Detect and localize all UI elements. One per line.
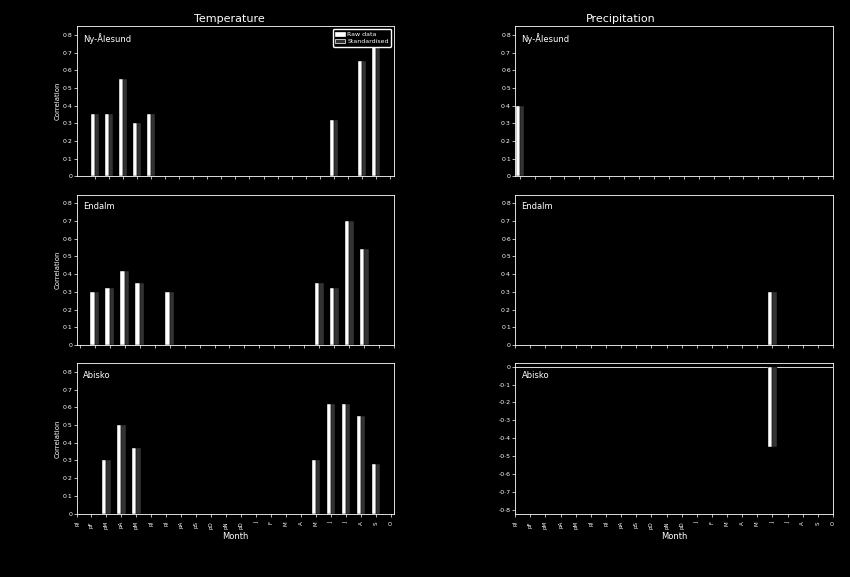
Y-axis label: Correlation: Correlation	[55, 250, 61, 289]
Bar	[151, 114, 155, 177]
Text: Precipitation: Precipitation	[586, 14, 655, 24]
Bar	[109, 114, 113, 177]
Bar	[349, 221, 354, 345]
Text: Temperature: Temperature	[194, 14, 265, 24]
Bar	[102, 460, 106, 514]
Bar	[312, 460, 316, 514]
Bar	[357, 416, 361, 514]
Bar	[334, 288, 338, 345]
Bar	[106, 460, 110, 514]
Bar	[147, 114, 151, 177]
Bar	[361, 416, 366, 514]
Text: Endalm: Endalm	[82, 202, 115, 211]
Bar	[365, 249, 369, 345]
Bar	[372, 42, 376, 177]
Legend: Raw data, Standardised: Raw data, Standardised	[333, 29, 391, 47]
Bar	[166, 292, 169, 345]
Text: Ny-Ålesund: Ny-Ålesund	[82, 33, 131, 44]
Bar	[137, 123, 141, 177]
Bar	[125, 271, 129, 345]
Bar	[360, 249, 365, 345]
Bar	[123, 79, 127, 177]
Bar	[105, 288, 110, 345]
Bar	[768, 292, 773, 345]
Bar	[135, 283, 139, 345]
Bar	[94, 292, 99, 345]
Y-axis label: Correlation: Correlation	[55, 82, 61, 121]
Bar	[316, 460, 320, 514]
Bar	[137, 448, 140, 514]
Bar	[358, 61, 362, 177]
Bar	[91, 114, 95, 177]
X-axis label: Month: Month	[222, 532, 248, 541]
Bar	[327, 404, 332, 514]
Bar	[519, 106, 524, 177]
Bar	[377, 464, 381, 514]
Y-axis label: Correlation: Correlation	[55, 419, 61, 458]
Bar	[169, 292, 173, 345]
Bar	[362, 61, 365, 177]
Bar	[90, 292, 94, 345]
Text: Endalm: Endalm	[522, 202, 553, 211]
Bar	[133, 123, 137, 177]
Bar	[121, 271, 125, 345]
Bar	[773, 366, 777, 447]
Bar	[119, 79, 123, 177]
X-axis label: Month: Month	[661, 532, 688, 541]
Bar	[110, 288, 114, 345]
Text: Abisko: Abisko	[522, 370, 549, 380]
Bar	[133, 448, 137, 514]
Bar	[372, 464, 377, 514]
Bar	[330, 288, 334, 345]
Bar	[516, 106, 519, 177]
Bar	[768, 366, 773, 447]
Bar	[332, 404, 336, 514]
Bar	[376, 42, 380, 177]
Bar	[95, 114, 99, 177]
Bar	[320, 283, 324, 345]
Bar	[346, 404, 350, 514]
Bar	[773, 292, 777, 345]
Text: Abisko: Abisko	[82, 370, 110, 380]
Bar	[345, 221, 349, 345]
Bar	[315, 283, 320, 345]
Bar	[334, 120, 337, 177]
Bar	[117, 425, 122, 514]
Bar	[105, 114, 109, 177]
Bar	[342, 404, 346, 514]
Bar	[122, 425, 126, 514]
Bar	[330, 120, 334, 177]
Text: Ny-Ålesund: Ny-Ålesund	[522, 33, 570, 44]
Bar	[139, 283, 144, 345]
